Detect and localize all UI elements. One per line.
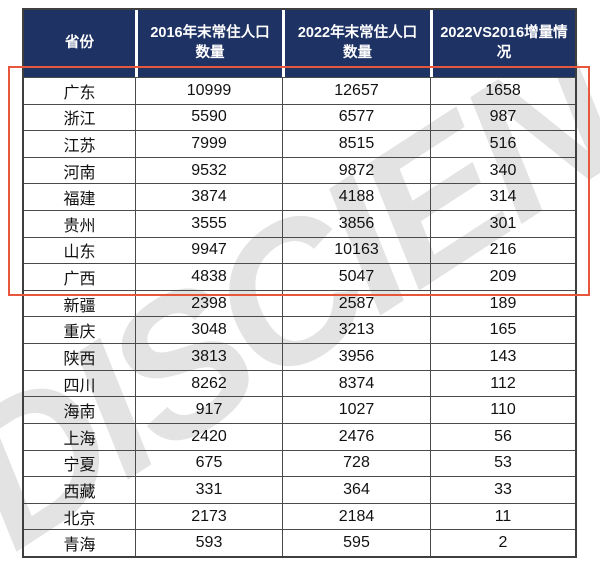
column-header-2016-population: 2016年末常住人口数量	[135, 10, 282, 77]
value-cell: 364	[282, 477, 430, 503]
value-cell: 2184	[282, 503, 430, 530]
table-row: 重庆 3048 3213 165	[24, 316, 575, 344]
province-cell: 新疆	[63, 297, 96, 315]
table-row: 北京 2173 2184 11	[24, 502, 575, 530]
value-cell: 5590	[135, 104, 282, 131]
table-row: 上海 2420 2476 56	[24, 422, 575, 450]
table-row: 福建 3874 4188 314	[24, 183, 575, 211]
table-row: 宁夏 675 728 53	[24, 449, 575, 477]
value-cell: 9947	[135, 237, 282, 264]
province-cell: 重庆	[63, 324, 96, 342]
value-cell: 3956	[282, 344, 430, 370]
province-cell: 北京	[63, 510, 96, 528]
value-cell: 3048	[135, 317, 282, 344]
value-cell: 5047	[282, 264, 430, 290]
value-cell: 675	[135, 450, 282, 477]
value-cell: 6577	[282, 104, 430, 131]
province-cell: 山东	[63, 244, 96, 262]
value-cell: 165	[430, 317, 575, 344]
value-cell: 3856	[282, 211, 430, 237]
value-cell: 1658	[430, 78, 575, 104]
value-cell: 593	[135, 530, 282, 556]
table-row: 浙江 5590 6577 987	[24, 103, 575, 131]
table-row: 贵州 3555 3856 301	[24, 210, 575, 237]
province-cell: 江苏	[63, 138, 96, 156]
value-cell: 216	[430, 237, 575, 264]
value-cell: 33	[430, 477, 575, 503]
province-cell: 广东	[63, 84, 96, 102]
value-cell: 56	[430, 423, 575, 450]
province-cell: 上海	[63, 430, 96, 448]
table-row: 新疆 2398 2587 189	[24, 289, 575, 317]
value-cell: 8374	[282, 370, 430, 397]
province-cell: 河南	[63, 164, 96, 182]
value-cell: 8262	[135, 370, 282, 397]
value-cell: 595	[282, 530, 430, 556]
table-row: 江苏 7999 8515 516	[24, 130, 575, 157]
table-row: 四川 8262 8374 112	[24, 369, 575, 397]
value-cell: 2476	[282, 423, 430, 450]
value-cell: 2587	[282, 290, 430, 317]
province-cell: 四川	[63, 377, 96, 395]
table-row: 青海 593 595 2	[24, 529, 575, 556]
province-cell: 西藏	[63, 483, 96, 501]
province-cell: 宁夏	[63, 457, 96, 475]
table-row: 西藏 331 364 33	[24, 476, 575, 503]
province-cell: 青海	[63, 537, 96, 555]
value-cell: 9532	[135, 157, 282, 184]
value-cell: 10999	[135, 78, 282, 104]
value-cell: 53	[430, 450, 575, 477]
province-cell: 贵州	[63, 217, 96, 235]
table-row: 广东 10999 12657 1658	[24, 77, 575, 104]
value-cell: 314	[430, 184, 575, 211]
value-cell: 340	[430, 157, 575, 184]
value-cell: 209	[430, 264, 575, 290]
column-header-increment: 2022VS2016增量情况	[430, 10, 575, 77]
value-cell: 8515	[282, 131, 430, 157]
table-header-row: 省份 2016年末常住人口数量 2022年末常住人口数量 2022VS2016增…	[24, 10, 575, 77]
value-cell: 11	[430, 503, 575, 530]
value-cell: 10163	[282, 237, 430, 264]
value-cell: 2420	[135, 423, 282, 450]
table-row: 海南 917 1027 110	[24, 396, 575, 423]
value-cell: 2	[430, 530, 575, 556]
value-cell: 1027	[282, 397, 430, 423]
column-header-province: 省份	[65, 34, 94, 51]
column-header-2022-population: 2022年末常住人口数量	[282, 10, 430, 77]
value-cell: 143	[430, 344, 575, 370]
value-cell: 331	[135, 477, 282, 503]
value-cell: 4838	[135, 264, 282, 290]
value-cell: 3874	[135, 184, 282, 211]
value-cell: 110	[430, 397, 575, 423]
value-cell: 7999	[135, 131, 282, 157]
table-row: 广西 4838 5047 209	[24, 263, 575, 290]
value-cell: 112	[430, 370, 575, 397]
value-cell: 12657	[282, 78, 430, 104]
province-cell: 陕西	[63, 350, 96, 368]
table-row: 陕西 3813 3956 143	[24, 343, 575, 370]
value-cell: 728	[282, 450, 430, 477]
table-row: 河南 9532 9872 340	[24, 156, 575, 184]
value-cell: 3555	[135, 211, 282, 237]
value-cell: 189	[430, 290, 575, 317]
value-cell: 2173	[135, 503, 282, 530]
value-cell: 3813	[135, 344, 282, 370]
table-body: 广东 10999 12657 1658 浙江 5590 6577 987 江苏 7999 8515 5…	[24, 77, 575, 556]
value-cell: 9872	[282, 157, 430, 184]
value-cell: 3213	[282, 317, 430, 344]
population-table: 省份 2016年末常住人口数量 2022年末常住人口数量 2022VS2016增…	[22, 8, 577, 558]
value-cell: 2398	[135, 290, 282, 317]
province-cell: 海南	[63, 404, 96, 422]
province-cell: 浙江	[63, 111, 96, 129]
province-cell: 广西	[63, 271, 96, 289]
value-cell: 917	[135, 397, 282, 423]
value-cell: 987	[430, 104, 575, 131]
value-cell: 301	[430, 211, 575, 237]
value-cell: 4188	[282, 184, 430, 211]
value-cell: 516	[430, 131, 575, 157]
province-cell: 福建	[63, 191, 96, 209]
table-row: 山东 9947 10163 216	[24, 236, 575, 264]
